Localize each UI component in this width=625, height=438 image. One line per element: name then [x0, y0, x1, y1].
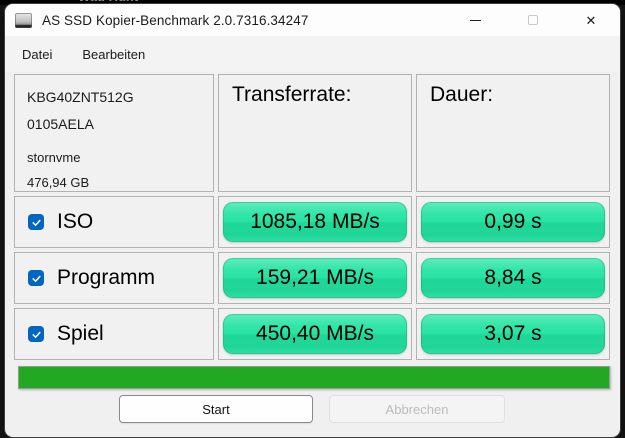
result-pill-iso-duration: 0,99 s: [421, 202, 605, 242]
row-iso-label-cell: ISO: [14, 196, 214, 248]
spacer: [27, 138, 201, 145]
drive-model: KBG40ZNT512G: [27, 89, 134, 105]
menu-item-bearbeiten[interactable]: Bearbeiten: [82, 46, 146, 62]
checkmark-icon: [31, 219, 41, 226]
row-label-spiel: Spiel: [57, 322, 104, 345]
window-title: AS SSD Kopier-Benchmark 2.0.7316.34247: [42, 12, 309, 28]
window-controls: ✕: [446, 4, 620, 36]
background-window-text: Wad Hunt: [78, 0, 138, 4]
maximize-button[interactable]: [504, 4, 562, 36]
drive-firmware: 0105AELA: [27, 116, 94, 132]
menubar: Datei Bearbeiten: [5, 36, 620, 72]
row-spiel-rate-cell: 450,40 MB/s: [218, 308, 412, 360]
titlebar: AS SSD Kopier-Benchmark 2.0.7316.34247 ✕: [5, 4, 620, 36]
cancel-button[interactable]: Abbrechen: [329, 395, 505, 423]
app-drive-icon: [15, 12, 32, 28]
row-programm-duration-cell: 8,84 s: [416, 252, 610, 304]
row-iso-rate-cell: 1085,18 MB/s: [218, 196, 412, 248]
result-pill-programm-rate: 159,21 MB/s: [223, 258, 407, 298]
row-label-programm: Programm: [57, 266, 156, 289]
column-header-dauer: Dauer:: [416, 74, 610, 192]
result-pill-spiel-rate: 450,40 MB/s: [223, 314, 407, 354]
close-icon: ✕: [585, 12, 597, 28]
row-iso-duration-cell: 0,99 s: [416, 196, 610, 248]
result-pill-iso-rate: 1085,18 MB/s: [223, 202, 407, 242]
app-window: AS SSD Kopier-Benchmark 2.0.7316.34247 ✕…: [5, 4, 620, 437]
desktop-background: Wad Hunt: [0, 0, 625, 5]
result-pill-spiel-duration: 3,07 s: [421, 314, 605, 354]
drive-driver: stornvme: [27, 150, 81, 165]
checkbox-spiel[interactable]: [28, 326, 44, 342]
start-button[interactable]: Start: [119, 395, 313, 423]
checkmark-icon: [31, 331, 41, 338]
checkmark-icon: [31, 275, 41, 282]
minimize-icon: [469, 19, 481, 21]
column-header-transferrate: Transferrate:: [218, 74, 412, 192]
row-programm-rate-cell: 159,21 MB/s: [218, 252, 412, 304]
row-label-iso: ISO: [57, 210, 94, 233]
drive-info-panel: KBG40ZNT512G 0105AELA stornvme 476,94 GB: [14, 74, 214, 192]
close-button[interactable]: ✕: [562, 4, 620, 36]
row-spiel-duration-cell: 3,07 s: [416, 308, 610, 360]
checkbox-iso[interactable]: [28, 214, 44, 230]
minimize-button[interactable]: [446, 4, 504, 36]
drive-capacity: 476,94 GB: [27, 175, 90, 190]
result-pill-programm-duration: 8,84 s: [421, 258, 605, 298]
progress-bar: [18, 366, 610, 389]
checkbox-programm[interactable]: [28, 270, 44, 286]
row-programm-label-cell: Programm: [14, 252, 214, 304]
maximize-icon: [528, 15, 538, 25]
menu-item-datei[interactable]: Datei: [22, 46, 53, 62]
row-spiel-label-cell: Spiel: [14, 308, 214, 360]
